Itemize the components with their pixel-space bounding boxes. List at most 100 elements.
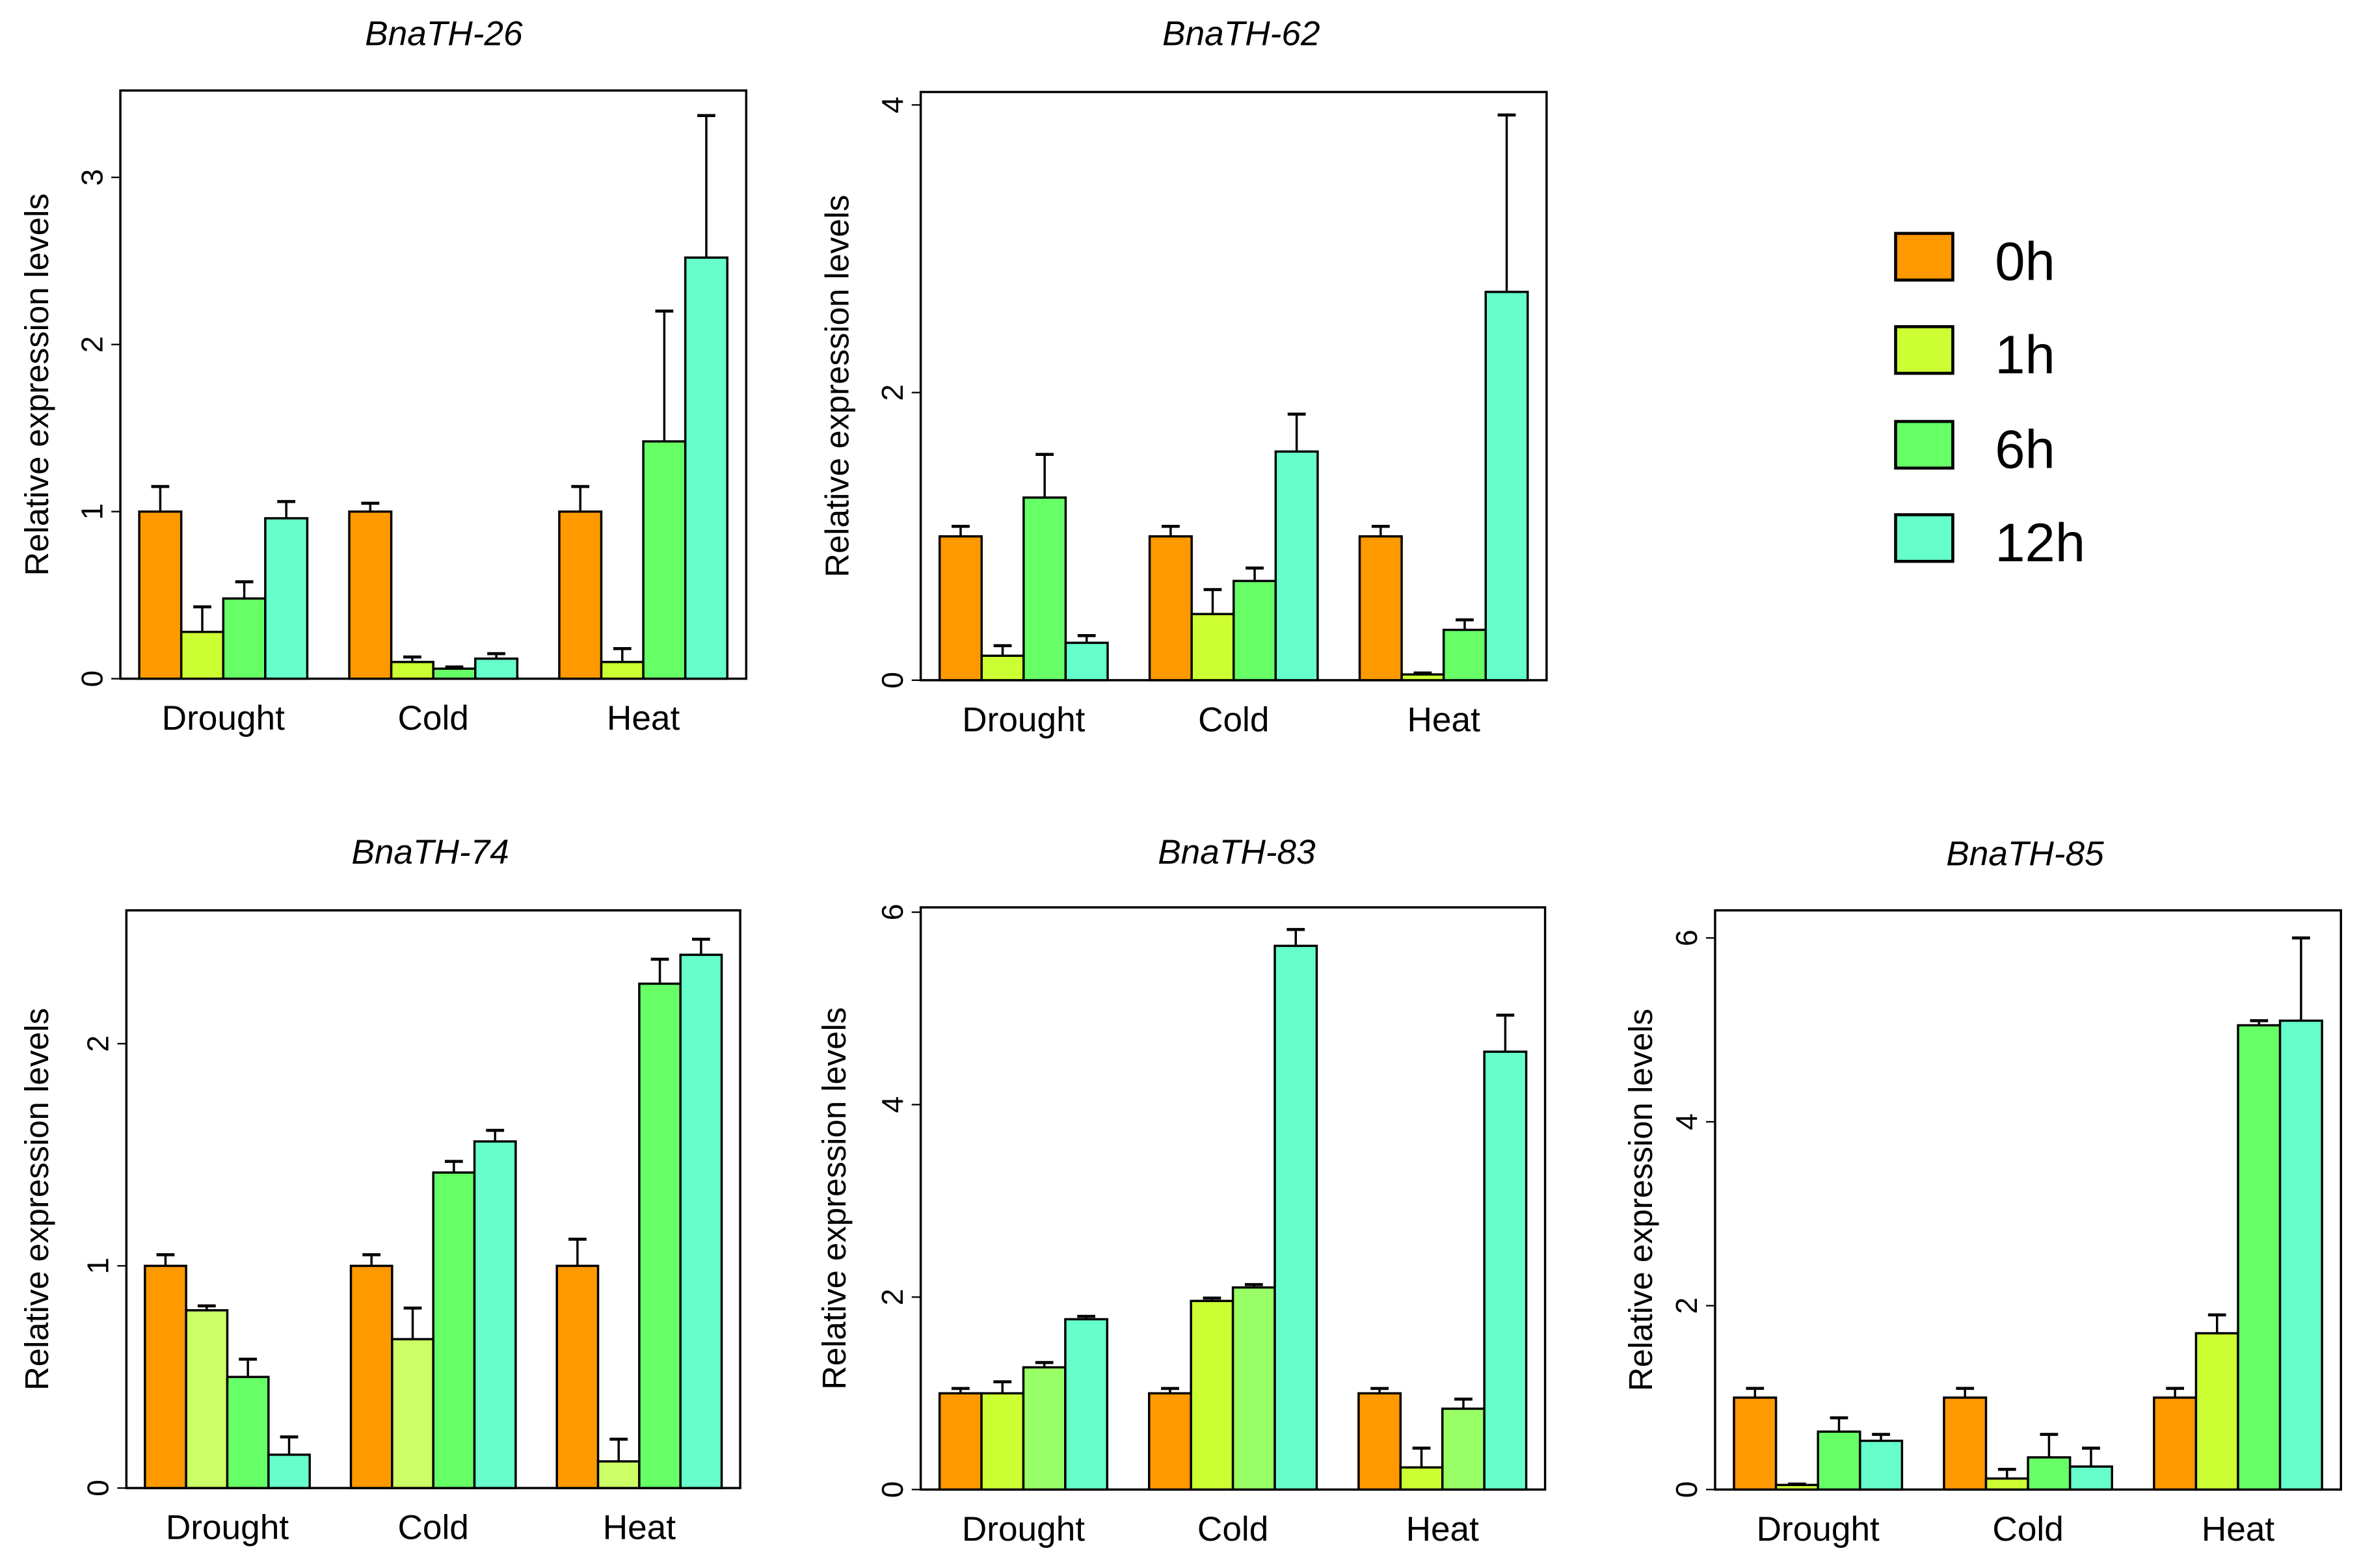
legend-swatch-12h [1894,513,1954,563]
bar-1h-drought [1774,1483,1819,1491]
x-category-label: Cold [1992,1510,2063,1548]
x-category-label: Drought [162,699,285,737]
y-tick-label: 2 [81,1035,115,1052]
bar-1h-cold [391,1338,434,1489]
bar-0h-drought [1733,1396,1778,1491]
x-category-label: Drought [166,1509,289,1547]
y-tick-label: 2 [875,384,909,401]
x-category-label: Cold [397,1509,468,1547]
bar-0h-drought [138,510,183,680]
bar-1h-drought [180,630,225,680]
bar-6h-drought [222,597,267,680]
bar-6h-heat [638,982,682,1489]
bar-1h-cold [1984,1477,2029,1491]
y-axis-label: Relative expression levels [18,193,55,576]
y-tick-label: 2 [75,336,109,353]
bar-6h-drought [1022,1366,1067,1491]
y-tick-label: 2 [875,1289,909,1306]
x-category-label: Heat [607,699,680,737]
y-tick-label: 4 [875,1096,909,1113]
legend-swatch-1h [1894,325,1954,375]
bar-12h-heat [2278,1019,2323,1491]
y-tick-label: 6 [875,904,909,921]
x-category-label: Heat [1406,1510,1480,1548]
y-tick-label: 1 [81,1258,115,1275]
bar-6h-heat [1442,628,1487,682]
legend-swatch-0h [1894,232,1954,282]
bar-12h-drought [1064,641,1109,682]
bar-0h-heat [558,510,603,680]
bar-1h-drought [980,654,1025,682]
y-axis-label: Relative expression levels [1622,1009,1659,1391]
y-tick-label: 2 [1670,1297,1703,1314]
x-category-label: Cold [1198,701,1269,739]
panel-bnath-85: BnaTH-85 Relative expression levels 0 2 4 6 Dr… [1622,834,2342,1548]
legend: 0h 1h 6h 12h [1894,232,2085,573]
bar-1h-heat [2194,1332,2239,1491]
y-tick-label: 0 [875,1481,909,1498]
bar-6h-drought [1022,496,1067,682]
y-axis-label: Relative expression levels [819,195,856,578]
y-tick-label: 4 [875,96,909,113]
y-tick-label: 3 [75,169,109,186]
x-category-label: Drought [962,701,1085,739]
bar-0h-cold [1148,1392,1192,1491]
panel-bnath-62: BnaTH-62 Relative expression levels 0 2 4 Dro… [819,15,1548,739]
legend-label-1h: 1h [1995,325,2055,385]
panel-bnath-74: BnaTH-74 Relative expression levels 0 1 2 Dro… [18,833,741,1547]
bar-6h-cold [2027,1456,2072,1491]
panel-bnath-26: BnaTH-26 Relative expression levels 0 1 2 3 Dr… [18,15,748,737]
y-tick-label: 4 [1670,1113,1703,1130]
bar-6h-drought [226,1375,270,1489]
bar-0h-heat [555,1264,600,1489]
bar-6h-heat [642,440,687,680]
y-tick-label: 6 [1670,929,1703,946]
bar-6h-cold [1233,579,1277,682]
chart-title: BnaTH-83 [1158,833,1316,871]
x-category-label: Heat [2202,1510,2275,1548]
bar-6h-heat [2237,1024,2282,1491]
legend-label-6h: 6h [1995,419,2055,480]
chart-title: BnaTH-26 [365,15,523,53]
bar-1h-heat [1399,1466,1444,1491]
bar-6h-heat [1441,1407,1486,1491]
y-axis-label: Relative expression levels [18,1008,55,1390]
bar-1h-drought [980,1392,1025,1491]
bar-1h-drought [185,1309,229,1489]
bar-1h-cold [390,661,434,680]
bar-6h-cold [432,1171,476,1489]
bar-0h-drought [144,1264,187,1489]
bar-0h-drought [938,535,983,682]
bar-12h-heat [1483,1050,1528,1491]
bar-12h-drought [264,517,309,680]
x-category-label: Heat [1407,701,1481,739]
bar-1h-cold [1190,613,1235,682]
chart-title: BnaTH-85 [1946,834,2104,873]
bar-0h-cold [348,510,393,680]
bar-12h-heat [684,256,728,680]
bar-12h-heat [679,953,723,1489]
bar-12h-cold [2068,1465,2114,1491]
bar-12h-cold [474,658,519,680]
bar-6h-cold [432,667,477,680]
bar-1h-cold [1190,1299,1234,1491]
panel-bnath-83: BnaTH-83 Relative expression levels 0 2 4 6 Dr… [816,833,1547,1548]
y-tick-label: 0 [75,671,109,687]
bar-12h-heat [1484,291,1529,682]
y-tick-label: 0 [81,1480,115,1496]
legend-label-0h: 0h [1995,232,2055,292]
bar-0h-heat [1357,1392,1402,1491]
y-tick-label: 0 [1670,1481,1703,1498]
bar-0h-cold [1148,535,1193,682]
bar-0h-cold [349,1264,393,1489]
bar-0h-cold [1943,1396,1988,1491]
bar-12h-drought [1859,1439,1904,1491]
bar-12h-drought [1064,1318,1109,1491]
chart-title: BnaTH-74 [351,833,509,871]
x-category-label: Cold [1197,1510,1268,1548]
y-tick-label: 0 [875,672,909,689]
bar-0h-drought [938,1392,983,1491]
x-category-label: Drought [1757,1510,1880,1548]
bar-0h-heat [1358,535,1403,682]
